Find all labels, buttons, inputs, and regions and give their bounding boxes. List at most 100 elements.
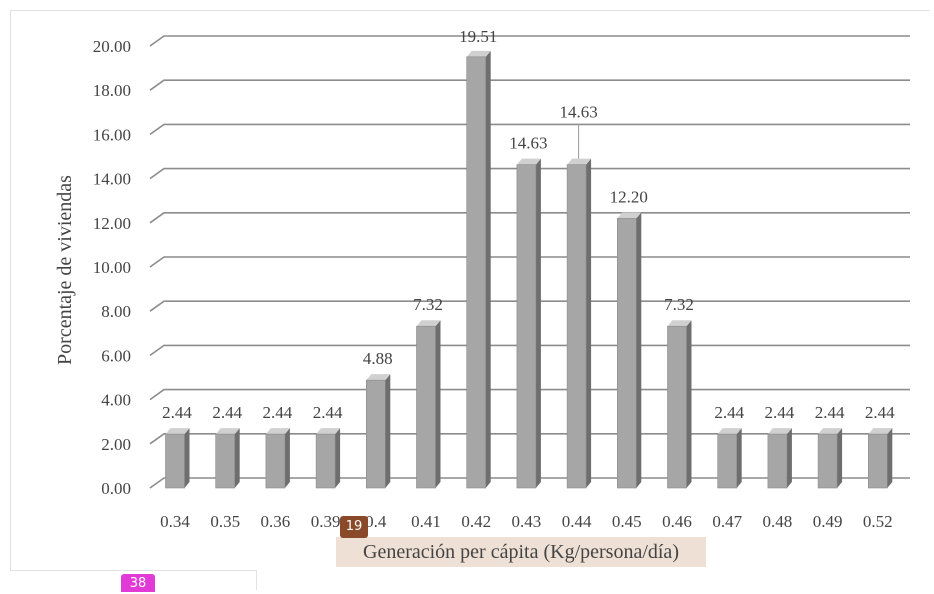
bar-front [416, 325, 436, 489]
frame-bottom-notch [256, 570, 257, 590]
bar-side [636, 212, 642, 488]
y-tick-label: 4.00 [101, 391, 131, 410]
bar-side [686, 320, 692, 488]
bar-top [316, 428, 341, 435]
bar [566, 158, 592, 489]
data-labels: 2.44 2.44 2.44 2.44 4.88 7.32 19.51 14.63 14.63 1… [162, 27, 895, 422]
y-tick-label: 12.00 [93, 214, 131, 233]
y-tick-label: 6.00 [101, 346, 131, 365]
x-tick-label: 0.44 [562, 512, 592, 531]
bar-side [234, 428, 240, 488]
data-label: 2.44 [212, 403, 242, 422]
bar-side [887, 428, 893, 488]
x-tick-labels: 0.34 0.35 0.36 0.39 0.4 0.41 0.42 0.43 0.44 0.45 0… [160, 512, 893, 531]
bar-top [818, 428, 843, 435]
bar-front [215, 433, 235, 489]
bar-top [466, 50, 491, 57]
bar [667, 320, 692, 489]
bar-front [265, 433, 286, 489]
data-label: 2.44 [263, 403, 293, 422]
bar-front [516, 164, 537, 489]
data-label: 2.44 [865, 403, 895, 422]
bar-side [335, 428, 341, 488]
x-tick-label: 0.35 [210, 512, 240, 531]
x-tick-label: 0.39 [311, 512, 341, 531]
bar-front [566, 164, 587, 489]
data-label: 14.63 [509, 134, 547, 153]
bar-side [435, 320, 441, 488]
x-tick-label: 0.45 [612, 512, 642, 531]
y-tick-label: 14.00 [93, 170, 131, 189]
y-tick-labels: 0.00 2.00 4.00 6.00 8.00 10.00 12.00 14.00 16.00… [93, 37, 131, 498]
bar-front [315, 433, 336, 489]
bar [315, 428, 341, 489]
bars [165, 50, 893, 489]
bar-front [365, 379, 386, 489]
y-tick-label: 10.00 [93, 258, 131, 277]
x-tick-label: 0.36 [261, 512, 291, 531]
bar-side [786, 428, 792, 488]
y-tick-label: 16.00 [93, 125, 131, 144]
bar-side [485, 50, 491, 488]
bar-top [165, 428, 190, 435]
bar-front [165, 433, 185, 489]
data-label: 7.32 [664, 295, 694, 314]
frame-top-border [10, 10, 930, 11]
y-tick-label: 20.00 [93, 37, 131, 56]
bar-front [717, 433, 738, 489]
data-label: 2.44 [765, 403, 795, 422]
bar [165, 428, 190, 489]
grid-line [149, 433, 910, 445]
x-tick-label: 0.4 [365, 512, 387, 531]
bar-front [867, 433, 888, 489]
bar-side [535, 158, 541, 488]
x-tick-label: 0.41 [411, 512, 441, 531]
bar-side [284, 428, 290, 488]
bar [616, 212, 642, 489]
x-tick-label: 0.42 [461, 512, 491, 531]
bar-side [837, 428, 843, 488]
bar-top [868, 428, 893, 435]
bar-top [767, 428, 792, 435]
y-tick-label: 8.00 [101, 302, 131, 321]
bar-top [366, 374, 391, 381]
bar [867, 428, 893, 489]
grid-line [149, 388, 910, 401]
x-axis-label: Generación per cápita (Kg/persona/día) [363, 541, 679, 563]
x-tick-label: 0.49 [813, 512, 843, 531]
grid-line [149, 167, 910, 180]
bar-top [567, 158, 592, 165]
bar [265, 428, 290, 489]
bar-top [717, 428, 742, 435]
bar-front [616, 218, 637, 489]
bar-side [385, 374, 391, 488]
frame-bottom-border [10, 570, 256, 571]
bar-side [184, 428, 190, 488]
grid-lines [149, 35, 910, 489]
y-axis-label: Porcentaje de viviendas [54, 175, 76, 365]
bar [365, 374, 391, 489]
figure-number-badge: 19 [340, 516, 368, 538]
bar-front [466, 56, 487, 489]
data-label: 2.44 [815, 403, 845, 422]
bar [817, 428, 843, 489]
bar-front [767, 433, 788, 489]
bar-side [586, 158, 592, 488]
grid-line [149, 212, 910, 224]
bar-top [416, 320, 441, 327]
data-label: 12.20 [610, 187, 648, 206]
bar [717, 428, 742, 489]
grid-line [149, 79, 910, 91]
data-label: 2.44 [313, 403, 343, 422]
y-tick-label: 0.00 [101, 479, 131, 498]
bar-front [817, 433, 838, 489]
bar-top [667, 320, 692, 327]
bar-top [215, 428, 240, 435]
x-axis-label-highlight [336, 537, 706, 567]
x-tick-label: 0.48 [763, 512, 793, 531]
x-tick-label: 0.34 [160, 512, 190, 531]
bar-side [736, 428, 742, 488]
bar [466, 50, 491, 489]
bar-top [265, 428, 290, 435]
